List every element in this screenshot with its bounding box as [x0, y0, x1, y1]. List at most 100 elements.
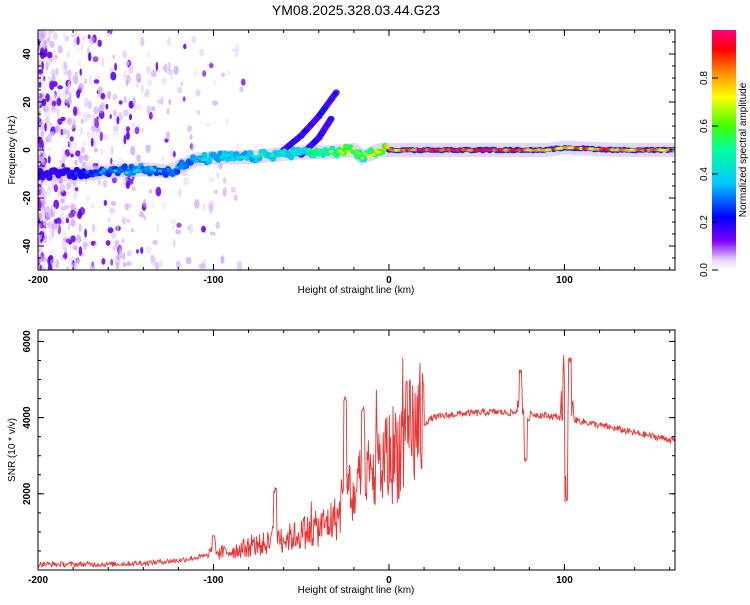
spectrogram-ridge-core: [441, 148, 446, 152]
spectrogram-noise-blob: [130, 145, 136, 156]
spectrogram-noise-blob: [91, 125, 96, 132]
spectrogram-ytick-label: 0: [22, 147, 33, 153]
spectrogram-noise-blob: [59, 183, 66, 193]
spectrogram-noise-blob: [46, 37, 51, 43]
spectrogram-noise-blob: [139, 211, 145, 218]
spectrogram-noise-blob: [55, 259, 60, 269]
spectrogram-noise-blob: [109, 30, 113, 35]
colorbar-ticks: 0.0 0.2 0.4 0.6 0.8: [699, 71, 718, 277]
spectrogram-noise-blob: [50, 204, 53, 212]
spectrogram-noise-blob: [52, 206, 57, 214]
spectrogram-ridge-outer: [46, 173, 53, 181]
spectrogram-noise-blob: [216, 171, 220, 179]
spectrogram-noise-blob: [80, 118, 85, 124]
spectrogram-noise-blob: [125, 74, 131, 84]
spectrogram-noise-blob: [45, 209, 51, 219]
spectrogram-ridge-core: [565, 146, 570, 150]
spectrogram-noise-blob: [125, 126, 130, 132]
spectrogram-noise-blob: [88, 41, 93, 47]
spectrogram-noise-blob: [237, 261, 243, 270]
spectrogram-noise-blob: [64, 70, 70, 76]
spectrogram-noise-blob: [69, 260, 73, 267]
spectrogram-noise-blob: [76, 35, 80, 46]
spectrogram-noise-blob: [109, 207, 115, 214]
spectrogram-noise-blob: [175, 229, 182, 235]
spectrogram-noise-blob: [49, 30, 55, 34]
spectrogram-noise-blob: [176, 222, 182, 228]
spectrogram-noise-blob: [40, 130, 44, 138]
spectrogram-noise-blob: [51, 222, 58, 230]
spectrogram-noise-blob: [196, 109, 201, 115]
spectrogram-noise-blob: [49, 249, 55, 255]
snr-ytick-label: 6000: [22, 330, 33, 353]
spectrogram-noise-blob: [45, 117, 50, 125]
snr-ylabel: SNR (10 * v/v): [7, 418, 18, 482]
spectrogram-noise-blob: [136, 154, 141, 163]
spectrogram-noise-blob: [62, 128, 67, 135]
spectrogram-noise-blob: [64, 247, 68, 254]
spectrogram-noise-blob: [126, 218, 130, 224]
spectrogram-noise-blob: [72, 180, 76, 187]
spectrogram-noise-blob: [221, 72, 225, 78]
spectrogram-noise-blob: [106, 216, 112, 223]
spectrogram-noise-blob: [45, 188, 51, 197]
spectrogram-ridge-core: [615, 148, 620, 152]
spectrogram-noise-blob: [93, 106, 99, 115]
spectrogram-noise-blob: [220, 255, 225, 264]
spectrogram-ridge-core: [528, 148, 533, 152]
spectrogram-noise-blob: [125, 180, 131, 189]
spectrogram-noise-blob: [151, 201, 155, 209]
spectrogram-xlabel: Height of straight line (km): [298, 285, 415, 296]
spectrogram-noise-blob: [145, 246, 152, 255]
spectrogram-noise-blob: [44, 122, 47, 132]
spectrogram-noise-blob: [54, 125, 60, 133]
spectrogram-noise-blob: [208, 176, 215, 183]
spectrogram-noise-blob: [68, 146, 74, 154]
spectrogram-noise-blob: [48, 76, 53, 81]
spectrogram-noise-blob: [77, 111, 82, 117]
spectrogram-ridge-core: [413, 148, 418, 152]
spectrogram-ridge-core: [503, 148, 508, 152]
spectrogram-noise-blob: [160, 95, 164, 106]
spectrogram-ridge-core: [360, 156, 365, 160]
spectrogram-noise-blob: [125, 131, 130, 141]
spectrogram-ridge-core: [228, 158, 233, 162]
spectrogram-noise-blob: [201, 258, 207, 264]
spectrogram-noise-blob: [40, 179, 44, 186]
spectrogram-noise-blob: [66, 266, 69, 270]
spectrogram-noise-blob: [87, 48, 90, 54]
spectrogram-ridge-core: [382, 146, 387, 150]
snr-marks: [38, 355, 675, 569]
spectrogram-noise-blob: [73, 245, 78, 250]
spectrogram-noise-blob: [78, 83, 84, 91]
spectrogram-noise-blob: [100, 92, 106, 100]
spectrogram-noise-blob: [146, 105, 151, 115]
spectrogram-noise-blob: [56, 97, 62, 107]
spectrogram-noise-blob: [60, 211, 65, 221]
spectrogram-noise-blob: [66, 129, 70, 139]
spectrogram-noise-blob: [88, 52, 92, 62]
spectrogram-noise-blob: [78, 60, 81, 67]
spectrogram-noise-blob: [113, 109, 117, 118]
snr-frame: [37, 329, 676, 571]
spectrogram-noise-blob: [52, 32, 58, 41]
spectrogram-noise-blob: [48, 122, 51, 130]
spectrogram-noise-blob: [70, 202, 74, 211]
spectrogram-ridge-core: [478, 148, 483, 152]
spectrogram-noise-blob: [71, 86, 76, 93]
spectrogram-ridge-core: [584, 147, 589, 151]
spectrogram-noise-blob: [43, 190, 47, 199]
spectrogram-ridge-core: [568, 146, 573, 150]
spectrogram-noise-blob: [51, 100, 57, 107]
spectrogram-noise-blob: [187, 225, 190, 231]
spectrogram-noise-blob: [64, 86, 70, 96]
spectrogram-ridge-core: [93, 173, 98, 177]
spectrogram-noise-blob: [109, 114, 112, 119]
spectrogram-noise-blob: [81, 146, 85, 154]
spectrogram-ridge-outer: [201, 151, 208, 159]
spectrogram-noise-blob: [161, 202, 166, 210]
spectrogram-noise-blob: [205, 122, 211, 128]
colorbar-tick-label: 0.6: [699, 119, 710, 133]
spectrogram-noise-blob: [39, 264, 42, 270]
spectrogram-noise-blob: [47, 263, 53, 270]
